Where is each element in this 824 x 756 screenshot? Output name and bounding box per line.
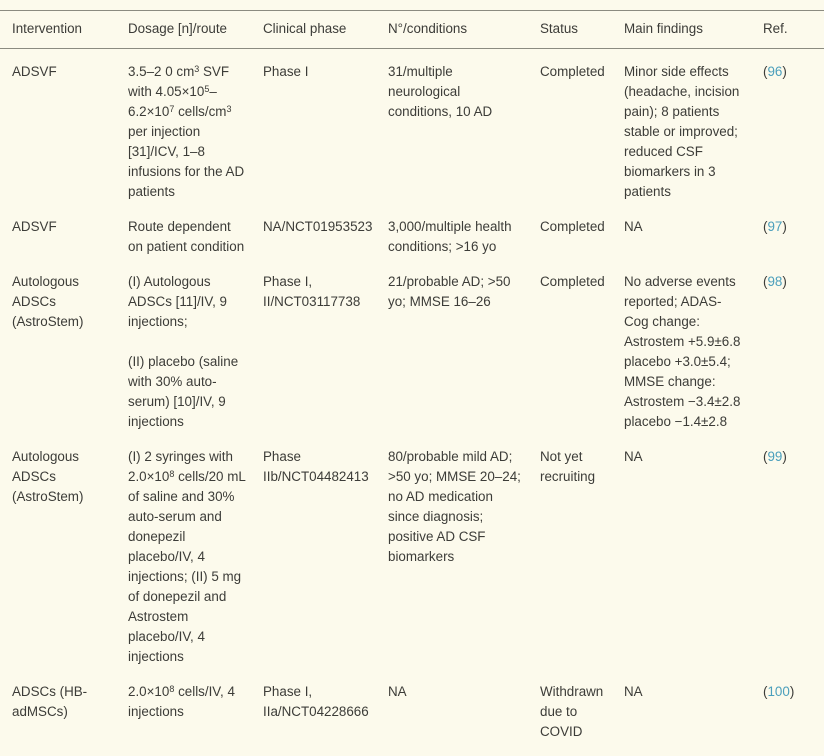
cell-clinical-phase: Phase I, II/NCT03117738 [263, 274, 361, 309]
clinical-trials-table: Intervention Dosage [n]/route Clinical p… [0, 10, 824, 744]
cell-clinical-phase: Phase I [263, 64, 309, 79]
cell-dosage: 3.5–2 0 cm3 SVF with 4.05×105–6.2×107 ce… [116, 49, 251, 205]
cell-dosage: (I) 2 syringes with 2.0×108 cells/20 mL … [116, 434, 251, 669]
cell-ref: (98) [763, 274, 787, 289]
cell-n-conditions: 21/probable AD; >50 yo; MMSE 16–26 [388, 274, 511, 309]
cell-status: Completed [540, 64, 605, 79]
cell-intervention: ADSVF [12, 219, 57, 234]
cell-status: Completed [540, 274, 605, 289]
table-header-row: Intervention Dosage [n]/route Clinical p… [0, 10, 824, 49]
cell-n-conditions: 3,000/multiple health conditions; >16 yo [388, 219, 512, 254]
table-row: ADSVF Route dependent on patient conditio… [0, 204, 824, 259]
column-header-clinical-phase: Clinical phase [251, 10, 376, 49]
cell-ref: (97) [763, 219, 787, 234]
table-row: Autologous ADSCs (AstroStem) (I) 2 syring… [0, 434, 824, 669]
cell-paragraph: 3.5–2 0 cm3 SVF with 4.05×105–6.2×107 ce… [128, 64, 245, 199]
cell-dosage: 2.0×108 cells/IV, 4 injections [116, 669, 251, 744]
cell-clinical-phase: NA/NCT01953523 [263, 219, 373, 234]
cell-ref: (99) [763, 449, 787, 464]
column-header-dosage-route: Dosage [n]/route [116, 10, 251, 49]
cell-main-findings: Minor side effects (headache, incision p… [624, 64, 740, 199]
cell-n-conditions: NA [388, 684, 407, 699]
superscript: 8 [169, 469, 175, 479]
cell-paragraph: (I) 2 syringes with 2.0×108 cells/20 mL … [128, 449, 246, 664]
cell-main-findings: NA [624, 219, 643, 234]
cell-intervention: Autologous ADSCs (AstroStem) [12, 449, 84, 504]
cell-intervention: Autologous ADSCs (AstroStem) [12, 274, 84, 329]
table-header: Intervention Dosage [n]/route Clinical p… [0, 10, 824, 49]
cell-main-findings: NA [624, 684, 643, 699]
column-header-ref: Ref. [751, 10, 824, 49]
column-header-main-findings: Main findings [612, 10, 751, 49]
ref-link[interactable]: 99 [767, 449, 783, 464]
column-header-status: Status [528, 10, 612, 49]
ref-link[interactable]: 98 [767, 274, 783, 289]
cell-ref: (100) [763, 684, 795, 699]
cell-ref: (96) [763, 64, 787, 79]
superscript: 8 [169, 684, 175, 694]
superscript: 7 [169, 104, 175, 114]
table-row: ADSVF 3.5–2 0 cm3 SVF with 4.05×105–6.2×1… [0, 49, 824, 205]
cell-status: Withdrawn due to COVID [540, 684, 604, 739]
ref-link[interactable]: 96 [767, 64, 783, 79]
cell-paragraph: Route dependent on patient condition [128, 219, 245, 254]
cell-n-conditions: 31/multiple neurological conditions, 10 … [388, 64, 493, 119]
ref-link[interactable]: 100 [767, 684, 790, 699]
table-row: ADSCs (HB-adMSCs) 2.0×108 cells/IV, 4 inj… [0, 669, 824, 744]
superscript: 5 [204, 84, 210, 94]
cell-n-conditions: 80/probable mild AD; >50 yo; MMSE 20–24;… [388, 449, 521, 564]
superscript: 3 [226, 104, 232, 114]
cell-dosage: Route dependent on patient condition [116, 204, 251, 259]
cell-main-findings: NA [624, 449, 643, 464]
cell-dosage: (I) Autologous ADSCs [11]/IV, 9 injectio… [116, 259, 251, 434]
cell-main-findings: No adverse events reported; ADAS-Cog cha… [624, 274, 741, 429]
column-header-intervention: Intervention [0, 10, 116, 49]
cell-status: Not yet recruiting [540, 449, 596, 484]
cell-paragraph: 2.0×108 cells/IV, 4 injections [128, 684, 235, 719]
cell-paragraph: (II) placebo (saline with 30% auto-serum… [128, 354, 239, 429]
table-row: Autologous ADSCs (AstroStem) (I) Autologo… [0, 259, 824, 434]
table-body: ADSVF 3.5–2 0 cm3 SVF with 4.05×105–6.2×1… [0, 49, 824, 745]
ref-link[interactable]: 97 [767, 219, 783, 234]
cell-intervention: ADSVF [12, 64, 57, 79]
cell-intervention: ADSCs (HB-adMSCs) [12, 684, 88, 719]
column-header-n-conditions: N°/conditions [376, 10, 528, 49]
cell-status: Completed [540, 219, 605, 234]
superscript: 3 [194, 64, 200, 74]
cell-clinical-phase: Phase I, IIa/NCT04228666 [263, 684, 369, 719]
cell-clinical-phase: Phase IIb/NCT04482413 [263, 449, 369, 484]
cell-paragraph: (I) Autologous ADSCs [11]/IV, 9 injectio… [128, 274, 227, 329]
